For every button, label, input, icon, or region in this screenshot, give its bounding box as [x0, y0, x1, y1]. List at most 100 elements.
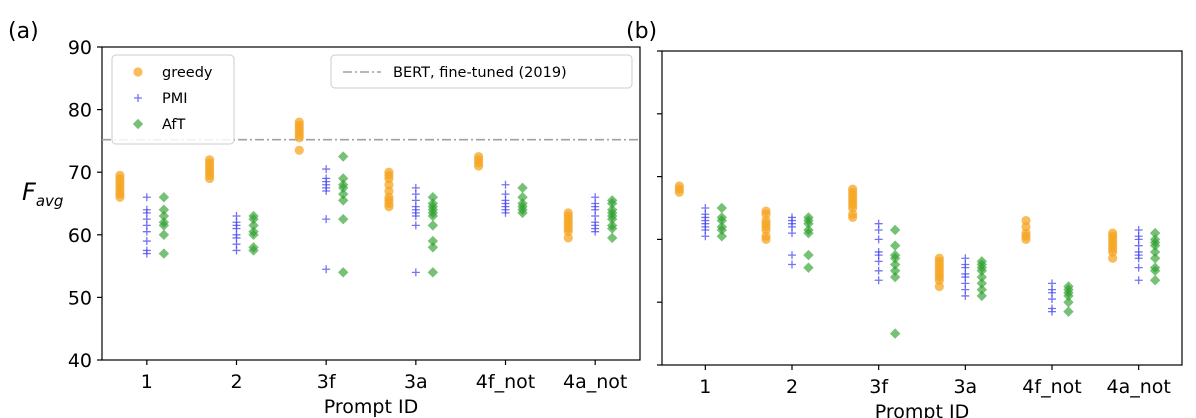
- point-aft: [976, 271, 987, 283]
- point-aft: [158, 220, 170, 231]
- point-pmi: [1134, 263, 1143, 272]
- point-greedy: [205, 173, 215, 184]
- point-greedy: [474, 161, 484, 171]
- point-pmi: [1134, 254, 1143, 263]
- point-aft: [607, 198, 618, 209]
- point-aft: [338, 188, 349, 200]
- point-greedy: [563, 233, 573, 243]
- point-greedy: [294, 133, 304, 143]
- point-aft: [1063, 306, 1074, 317]
- point-aft: [248, 245, 259, 256]
- point-greedy: [384, 202, 394, 212]
- legend: greedy PMI AfT: [111, 54, 235, 145]
- point-greedy: [848, 212, 858, 223]
- point-aft: [158, 248, 170, 259]
- plot-frame: [661, 50, 1183, 366]
- point-pmi: [142, 227, 151, 236]
- point-aft: [889, 240, 901, 251]
- reference-legend: BERT, fine-tuned (2019): [330, 54, 633, 89]
- point-pmi: [874, 257, 883, 266]
- point-aft: [889, 253, 901, 264]
- point-pmi: [322, 186, 331, 195]
- reference-legend-box: [330, 54, 633, 89]
- point-pmi: [411, 212, 420, 221]
- point-aft: [427, 235, 439, 247]
- point-pmi: [322, 215, 331, 224]
- legend-label: PMI: [162, 91, 188, 107]
- point-pmi: [874, 225, 883, 234]
- point-pmi: [591, 227, 600, 236]
- legend-marker-pmi: [134, 94, 142, 102]
- legend-marker-greedy: [133, 67, 143, 77]
- point-pmi: [1048, 295, 1056, 304]
- point-aft: [427, 220, 439, 231]
- x-tick-label: 4a_not: [1106, 376, 1170, 398]
- point-aft: [517, 182, 528, 194]
- point-aft: [1149, 275, 1161, 286]
- legend-box: [111, 54, 235, 145]
- point-aft: [803, 249, 814, 261]
- point-aft: [716, 215, 727, 226]
- point-aft: [889, 265, 901, 276]
- point-aft: [248, 229, 259, 240]
- point-aft: [517, 192, 528, 203]
- point-aft: [158, 204, 170, 215]
- point-aft: [427, 192, 439, 203]
- x-tick-label: 2: [230, 371, 242, 393]
- point-pmi: [788, 251, 796, 260]
- point-greedy: [674, 187, 684, 197]
- point-aft: [1149, 265, 1161, 276]
- y-axis-label: Favg: [22, 178, 63, 210]
- point-greedy: [934, 281, 944, 292]
- x-tick-label: 4f_not: [1022, 376, 1081, 398]
- point-pmi: [232, 246, 241, 255]
- y-tick-label: 70: [68, 162, 92, 184]
- point-aft: [1149, 246, 1161, 258]
- point-pmi: [142, 237, 151, 246]
- point-aft: [716, 202, 727, 214]
- point-aft: [248, 213, 259, 225]
- point-pmi: [1048, 307, 1056, 316]
- point-aft: [338, 173, 349, 184]
- point-aft: [1149, 253, 1161, 264]
- x-axis-label: Prompt ID: [324, 396, 418, 418]
- point-aft: [338, 213, 349, 225]
- panel-a: (a) 40 50 60 70 80 90 1 2 3f 3a 4f_not 4a_not Prompt …: [8, 19, 641, 418]
- panel-b: (b) 1 2 3f 3a 4f_not 4a_not Prompt ID: [626, 19, 1183, 418]
- point-aft: [1149, 240, 1161, 251]
- point-aft: [427, 242, 439, 253]
- point-greedy: [294, 145, 304, 155]
- y-tick-label: 60: [68, 225, 92, 247]
- y-axis-label-sub: avg: [36, 192, 64, 210]
- point-aft: [803, 262, 814, 273]
- x-tick-label: 2: [786, 376, 798, 398]
- point-pmi: [788, 260, 796, 269]
- y-tick-label: 50: [68, 287, 92, 309]
- point-aft: [889, 259, 901, 270]
- point-pmi: [322, 165, 331, 174]
- point-aft: [607, 232, 618, 244]
- point-aft: [338, 182, 349, 194]
- point-pmi: [961, 291, 970, 300]
- point-greedy: [761, 234, 771, 244]
- y-tick-label: 90: [68, 37, 92, 59]
- point-pmi: [501, 208, 510, 217]
- x-tick-label: 4f_not: [476, 371, 535, 393]
- x-tick-label: 3f: [869, 376, 889, 398]
- point-aft: [976, 290, 987, 302]
- point-pmi: [411, 221, 420, 230]
- point-aft: [1063, 297, 1074, 308]
- point-aft: [976, 284, 987, 295]
- point-aft: [517, 207, 528, 219]
- legend-label: AfT: [162, 117, 186, 133]
- x-tick-label: 3a: [953, 376, 977, 398]
- point-aft: [338, 195, 349, 206]
- point-greedy: [1021, 234, 1031, 244]
- point-aft: [976, 265, 987, 276]
- point-aft: [1063, 290, 1074, 302]
- point-aft: [889, 271, 901, 283]
- point-aft: [158, 229, 170, 240]
- x-tick-label: 3a: [404, 371, 428, 393]
- point-aft: [607, 213, 618, 225]
